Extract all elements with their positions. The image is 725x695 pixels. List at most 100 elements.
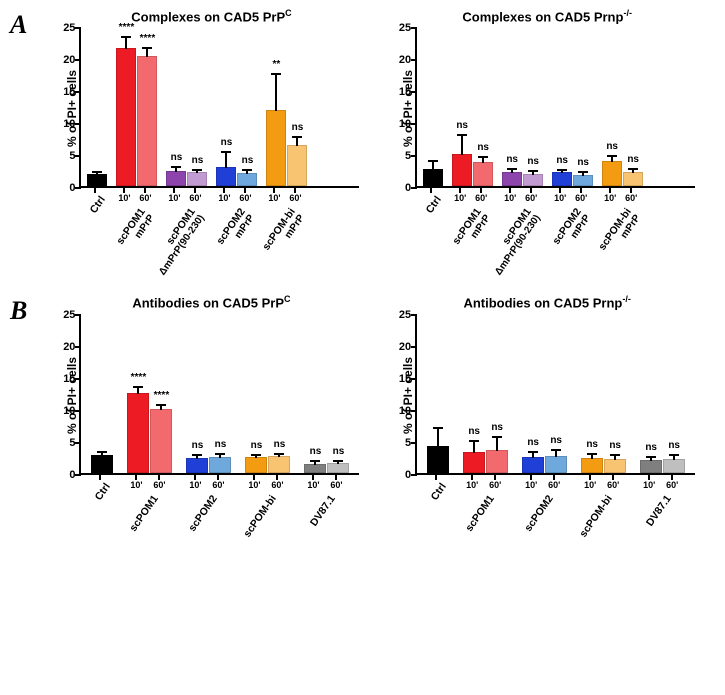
x-group-label: scPOM1mPrP: [114, 206, 157, 253]
y-tick-label: 15: [399, 373, 411, 385]
significance-label: ns: [586, 440, 598, 450]
error-bar: [650, 456, 652, 461]
bar: [216, 167, 236, 187]
bar: [304, 464, 326, 472]
bar: [502, 172, 522, 186]
error-bar: [246, 169, 248, 173]
x-group-label: scPOM2mPrP: [214, 206, 257, 253]
error-cap: [428, 160, 438, 162]
y-tick-label: 0: [69, 182, 75, 194]
significance-label: ns: [292, 123, 304, 133]
panel-row: AComplexes on CAD5 PrPC% of PI+ cells051…: [10, 8, 715, 286]
chart-body: % of PI+ cells0510152025********nsnsnsns…: [63, 28, 359, 286]
error-bar: [337, 460, 339, 464]
error-bar: [219, 453, 221, 457]
bar: [602, 161, 622, 186]
error-cap: [221, 151, 231, 153]
y-tick-label: 0: [405, 469, 411, 481]
chart-title: Complexes on CAD5 Prnp-/-: [462, 8, 632, 24]
bar: [427, 446, 449, 472]
error-cap: [669, 454, 679, 456]
error-bar: [582, 171, 584, 176]
y-tick-label: 25: [399, 309, 411, 321]
error-cap: [92, 171, 102, 173]
bar: [463, 452, 485, 473]
error-bar: [473, 440, 475, 452]
x-sub-label: 10': [307, 480, 319, 490]
bar: [287, 145, 307, 186]
x-sub-label: 60': [607, 480, 619, 490]
x-tick: [94, 188, 96, 193]
bar: [150, 409, 172, 473]
error-cap: [507, 168, 517, 170]
error-cap: [310, 460, 320, 462]
y-tick-label: 25: [63, 22, 75, 34]
error-cap: [478, 156, 488, 158]
panel-label: B: [10, 294, 44, 544]
error-bar: [673, 454, 675, 459]
x-tick: [99, 475, 101, 480]
x-group-label: scPOM-bi: [241, 493, 279, 540]
significance-label: ns: [310, 447, 322, 457]
x-group-label: DV87.1: [308, 493, 338, 529]
bars-layer: nsnsnsnsnsnsnsns: [417, 315, 695, 473]
x-labels: 10'60'10'60'10'60'10'60'CtrlscPOM1scPOM2…: [415, 475, 695, 545]
bar: [623, 172, 643, 187]
y-tick-label: 20: [399, 54, 411, 66]
error-bar: [555, 449, 557, 457]
significance-label: ns: [215, 440, 227, 450]
x-group-label: scPOM1: [463, 493, 497, 534]
bar: [245, 457, 267, 472]
x-sub-label: 60': [575, 193, 587, 203]
error-bar: [614, 454, 616, 460]
y-axis-label: % of PI+ cells: [63, 315, 79, 475]
error-bar: [437, 427, 439, 447]
panel-label: A: [10, 8, 44, 286]
y-tick-label: 5: [405, 437, 411, 449]
significance-label: ns: [491, 423, 503, 433]
plot: 0510152025********nsnsnsns**ns10'60'10'6…: [79, 28, 359, 286]
significance-label: ns: [627, 155, 639, 165]
x-group-label: Ctrl: [429, 481, 449, 503]
y-tick-label: 10: [399, 405, 411, 417]
y-axis-label: % of PI+ cells: [399, 28, 415, 188]
x-group-label: scPOM1: [127, 493, 161, 534]
error-cap: [192, 169, 202, 171]
error-cap: [557, 169, 567, 171]
y-tick-label: 10: [63, 118, 75, 130]
chart-body: % of PI+ cells0510152025********nsnsnsns…: [63, 315, 359, 545]
y-axis-label: % of PI+ cells: [63, 28, 79, 188]
y-tick-label: 20: [63, 341, 75, 353]
y-tick-label: 25: [399, 22, 411, 34]
y-tick-label: 5: [69, 150, 75, 162]
y-tick-label: 15: [63, 373, 75, 385]
significance-label: ns: [171, 153, 183, 163]
y-tick-label: 25: [63, 309, 75, 321]
x-sub-label: 10': [189, 480, 201, 490]
error-cap: [607, 155, 617, 157]
error-bar: [275, 73, 277, 111]
significance-label: ns: [468, 427, 480, 437]
error-cap: [121, 36, 131, 38]
error-bar: [561, 169, 563, 173]
significance-label: ****: [154, 391, 170, 401]
plot-area: 0510152025********nsnsnsns**ns: [79, 28, 359, 188]
chart: Complexes on CAD5 Prnp-/-% of PI+ cells0…: [379, 8, 715, 286]
bar: [473, 162, 493, 186]
bar: [209, 457, 231, 473]
chart-title: Complexes on CAD5 PrPC: [131, 8, 291, 24]
bar: [266, 110, 286, 186]
significance-label: ns: [221, 138, 233, 148]
bar: [268, 456, 290, 473]
error-cap: [587, 453, 597, 455]
error-cap: [97, 451, 107, 453]
x-sub-label: 60': [271, 480, 283, 490]
error-cap: [578, 171, 588, 173]
x-tick: [435, 475, 437, 480]
y-tick-label: 20: [399, 341, 411, 353]
bar: [581, 458, 603, 473]
significance-label: ns: [609, 441, 621, 451]
chart-body: % of PI+ cells0510152025nsnsnsnsnsnsnsns…: [399, 315, 695, 545]
chart: Complexes on CAD5 PrPC % of PI+ cells0 5 10…: [44, 8, 380, 286]
x-sub-label: 10': [118, 193, 130, 203]
